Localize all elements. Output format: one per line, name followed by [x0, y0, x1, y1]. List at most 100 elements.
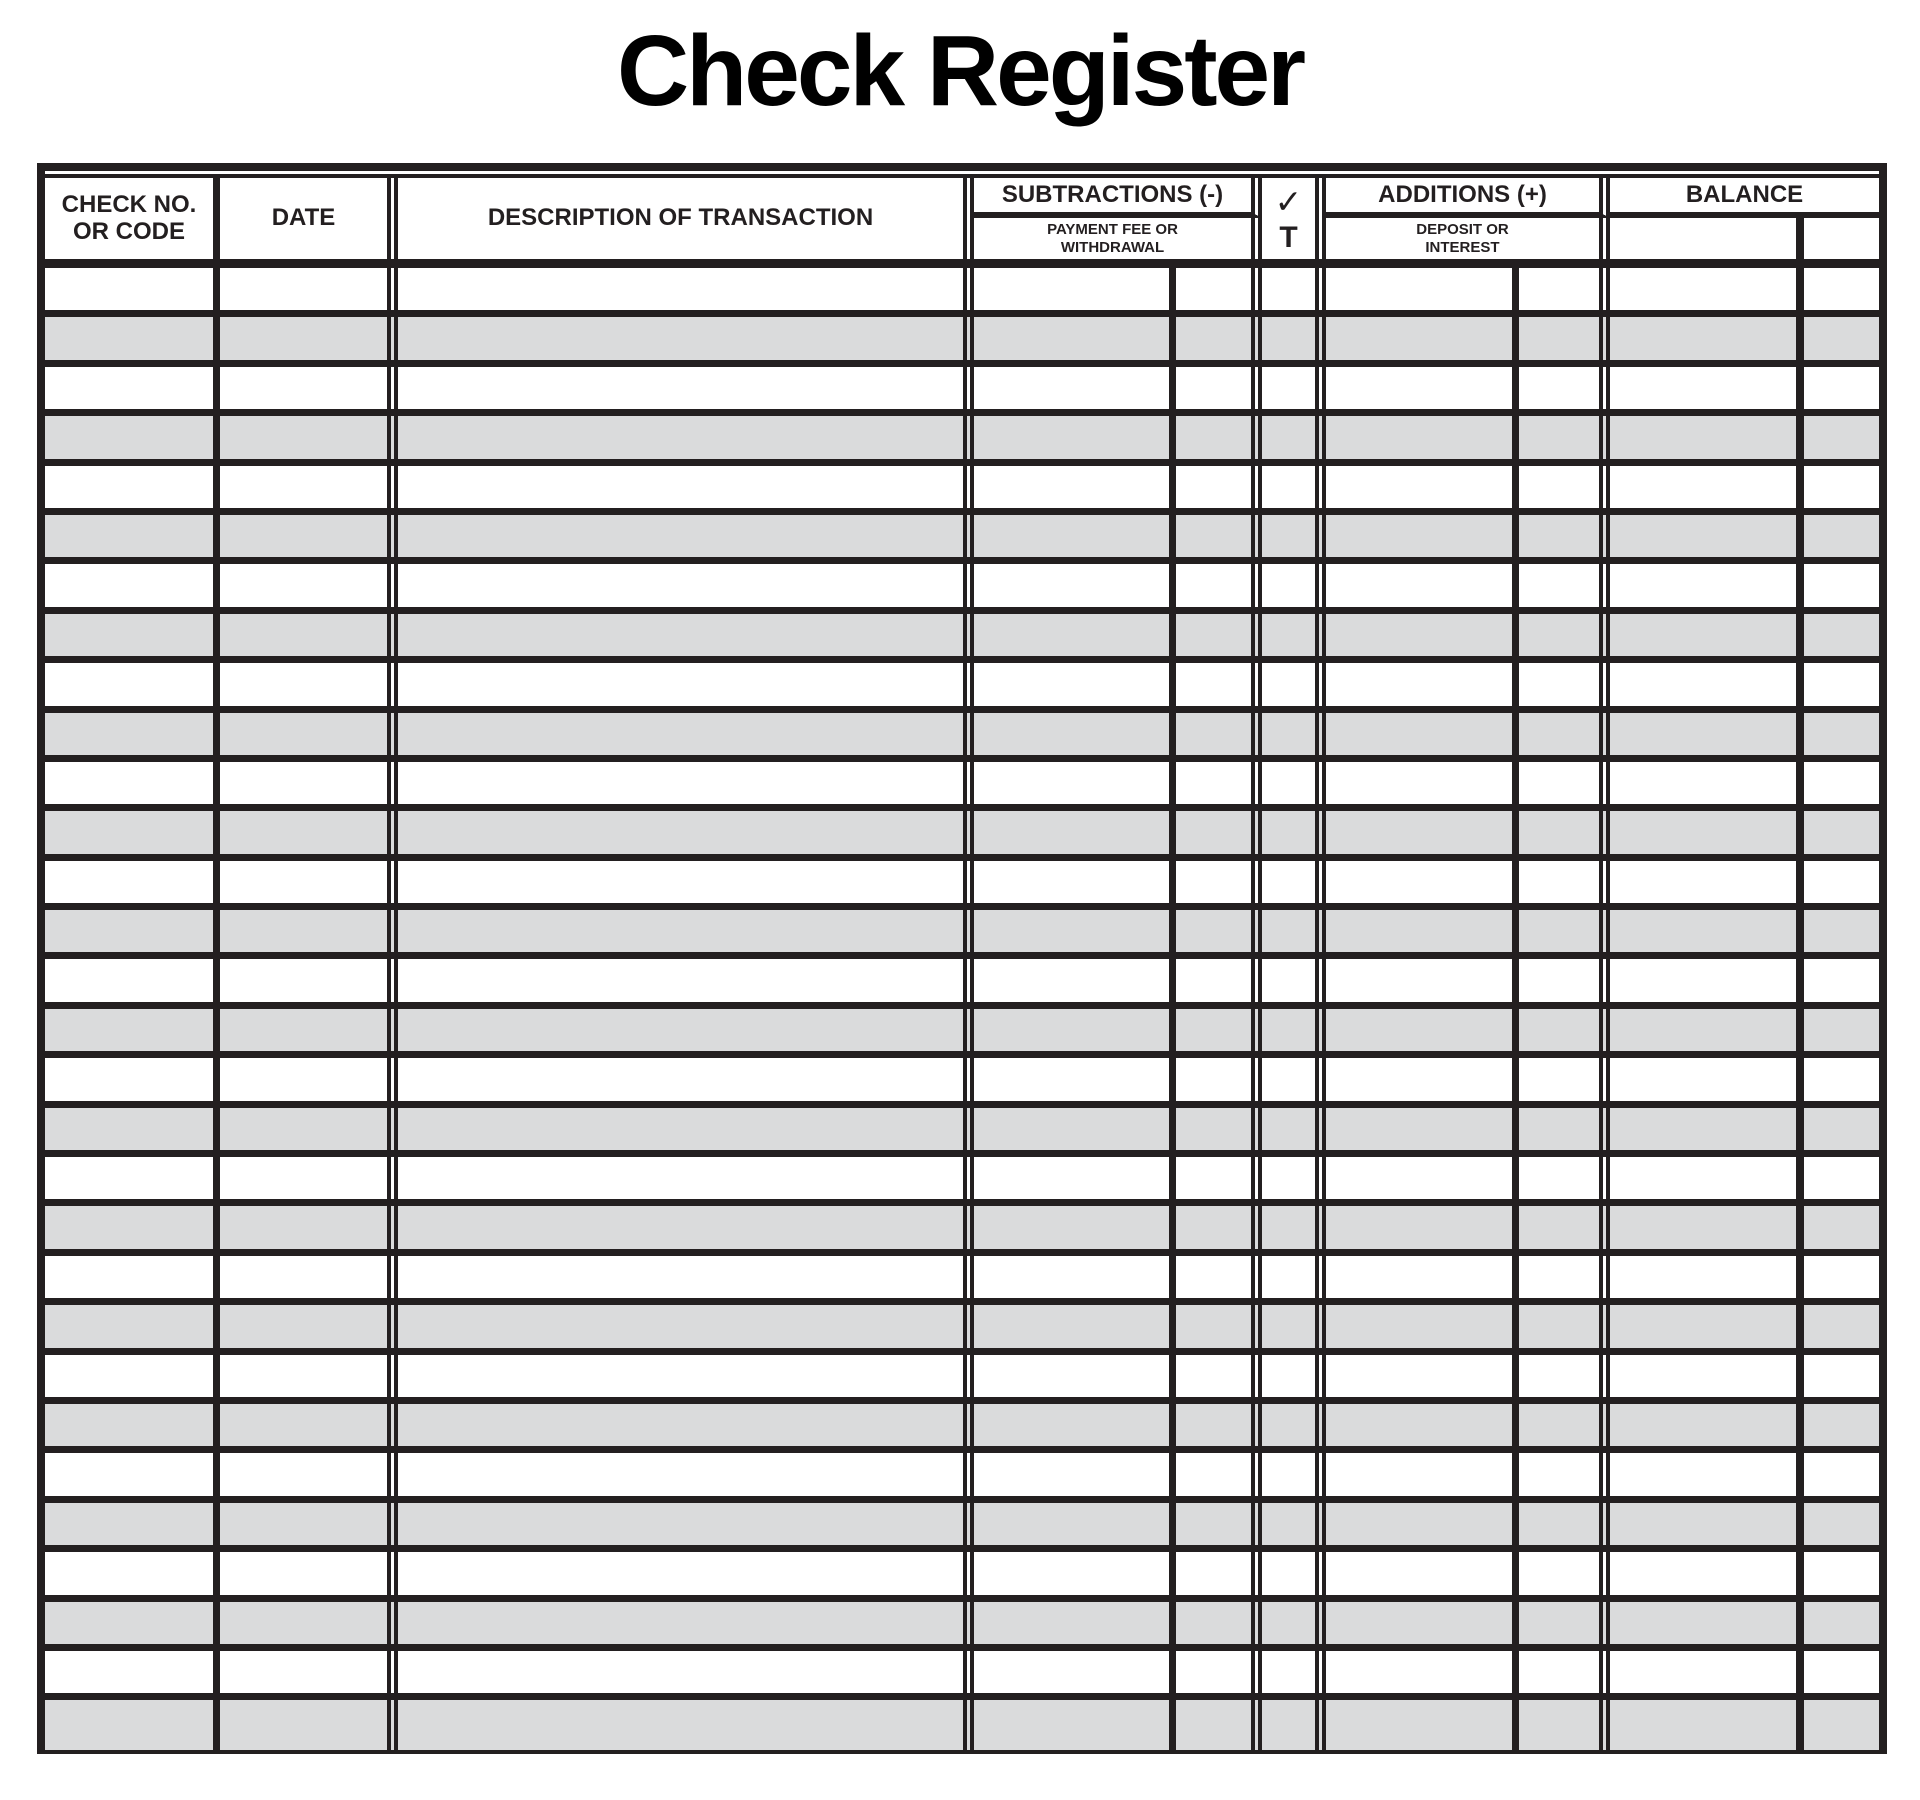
cell-deposit-amount[interactable]	[1326, 811, 1519, 854]
cell-balance-amount[interactable]	[1610, 613, 1804, 657]
cell-balance-amount[interactable]	[1610, 564, 1804, 607]
cell-check-no[interactable]	[45, 1502, 220, 1546]
cell-balance-cents[interactable]	[1804, 959, 1879, 1001]
cell-date[interactable]	[220, 1305, 398, 1348]
cell-check-no[interactable]	[45, 761, 220, 805]
cell-deposit-amount[interactable]	[1326, 416, 1519, 459]
cell-check-no[interactable]	[45, 317, 220, 360]
cell-cleared-mark[interactable]	[1262, 1157, 1326, 1200]
cell-balance-amount[interactable]	[1610, 811, 1804, 854]
cell-date[interactable]	[220, 1157, 398, 1200]
cell-deposit-cents[interactable]	[1519, 1700, 1610, 1750]
cell-date[interactable]	[220, 811, 398, 854]
cell-payment-cents[interactable]	[1176, 1502, 1262, 1546]
cell-check-no[interactable]	[45, 416, 220, 459]
cell-payment-cents[interactable]	[1176, 663, 1262, 706]
cell-payment-cents[interactable]	[1176, 613, 1262, 657]
cell-date[interactable]	[220, 663, 398, 706]
cell-deposit-amount[interactable]	[1326, 1552, 1519, 1595]
cell-payment-amount[interactable]	[974, 1453, 1176, 1496]
cell-description[interactable]	[398, 1650, 974, 1694]
cell-date[interactable]	[220, 1601, 398, 1644]
cell-deposit-cents[interactable]	[1519, 1206, 1610, 1249]
cell-cleared-mark[interactable]	[1262, 663, 1326, 706]
cell-check-no[interactable]	[45, 268, 220, 311]
cell-description[interactable]	[398, 317, 974, 360]
cell-deposit-cents[interactable]	[1519, 514, 1610, 558]
cell-deposit-cents[interactable]	[1519, 1601, 1610, 1644]
cell-balance-cents[interactable]	[1804, 762, 1879, 804]
cell-payment-cents[interactable]	[1176, 1008, 1262, 1052]
cell-cleared-mark[interactable]	[1262, 1552, 1326, 1595]
cell-balance-cents[interactable]	[1804, 1305, 1879, 1347]
cell-payment-cents[interactable]	[1176, 268, 1262, 311]
cell-cleared-mark[interactable]	[1262, 910, 1326, 953]
cell-deposit-cents[interactable]	[1519, 465, 1610, 508]
cell-payment-amount[interactable]	[974, 1008, 1176, 1052]
cell-payment-amount[interactable]	[974, 1354, 1176, 1397]
cell-cleared-mark[interactable]	[1262, 1206, 1326, 1249]
cell-description[interactable]	[398, 416, 974, 459]
cell-description[interactable]	[398, 1700, 974, 1750]
cell-balance-cents[interactable]	[1804, 811, 1879, 853]
cell-payment-cents[interactable]	[1176, 416, 1262, 459]
cell-balance-cents[interactable]	[1804, 614, 1879, 656]
cell-deposit-amount[interactable]	[1326, 1354, 1519, 1397]
cell-deposit-cents[interactable]	[1519, 317, 1610, 360]
cell-balance-cents[interactable]	[1804, 564, 1879, 606]
cell-payment-cents[interactable]	[1176, 1058, 1262, 1101]
cell-check-no[interactable]	[45, 1255, 220, 1299]
cell-date[interactable]	[220, 1552, 398, 1595]
cell-payment-cents[interactable]	[1176, 860, 1262, 904]
cell-balance-cents[interactable]	[1804, 1404, 1879, 1446]
cell-deposit-cents[interactable]	[1519, 1354, 1610, 1397]
cell-cleared-mark[interactable]	[1262, 1354, 1326, 1397]
cell-deposit-amount[interactable]	[1326, 1008, 1519, 1052]
cell-description[interactable]	[398, 811, 974, 854]
cell-description[interactable]	[398, 1403, 974, 1447]
cell-deposit-amount[interactable]	[1326, 959, 1519, 1002]
cell-deposit-cents[interactable]	[1519, 959, 1610, 1002]
cell-deposit-amount[interactable]	[1326, 613, 1519, 657]
cell-payment-amount[interactable]	[974, 1305, 1176, 1348]
cell-description[interactable]	[398, 1552, 974, 1595]
cell-cleared-mark[interactable]	[1262, 761, 1326, 805]
cell-balance-cents[interactable]	[1804, 663, 1879, 705]
cell-payment-amount[interactable]	[974, 564, 1176, 607]
cell-description[interactable]	[398, 1107, 974, 1151]
cell-deposit-amount[interactable]	[1326, 1058, 1519, 1101]
cell-balance-cents[interactable]	[1804, 1651, 1879, 1693]
cell-balance-amount[interactable]	[1610, 1157, 1804, 1200]
cell-deposit-cents[interactable]	[1519, 416, 1610, 459]
cell-payment-cents[interactable]	[1176, 959, 1262, 1002]
cell-check-no[interactable]	[45, 1206, 220, 1249]
cell-description[interactable]	[398, 761, 974, 805]
cell-deposit-amount[interactable]	[1326, 860, 1519, 904]
cell-payment-cents[interactable]	[1176, 514, 1262, 558]
cell-payment-cents[interactable]	[1176, 564, 1262, 607]
cell-date[interactable]	[220, 1255, 398, 1299]
cell-balance-amount[interactable]	[1610, 959, 1804, 1002]
cell-balance-cents[interactable]	[1804, 713, 1879, 755]
cell-description[interactable]	[398, 564, 974, 607]
cell-payment-amount[interactable]	[974, 317, 1176, 360]
cell-cleared-mark[interactable]	[1262, 1502, 1326, 1546]
cell-check-no[interactable]	[45, 1354, 220, 1397]
cell-deposit-cents[interactable]	[1519, 1502, 1610, 1546]
cell-payment-amount[interactable]	[974, 514, 1176, 558]
cell-balance-amount[interactable]	[1610, 1206, 1804, 1249]
cell-payment-cents[interactable]	[1176, 1157, 1262, 1200]
cell-balance-amount[interactable]	[1610, 465, 1804, 508]
cell-deposit-cents[interactable]	[1519, 860, 1610, 904]
cell-check-no[interactable]	[45, 1107, 220, 1151]
cell-deposit-amount[interactable]	[1326, 663, 1519, 706]
cell-date[interactable]	[220, 761, 398, 805]
cell-balance-amount[interactable]	[1610, 416, 1804, 459]
cell-cleared-mark[interactable]	[1262, 317, 1326, 360]
cell-cleared-mark[interactable]	[1262, 564, 1326, 607]
cell-description[interactable]	[398, 465, 974, 508]
cell-balance-amount[interactable]	[1610, 1552, 1804, 1595]
cell-cleared-mark[interactable]	[1262, 613, 1326, 657]
cell-check-no[interactable]	[45, 959, 220, 1002]
cell-balance-cents[interactable]	[1804, 1009, 1879, 1051]
